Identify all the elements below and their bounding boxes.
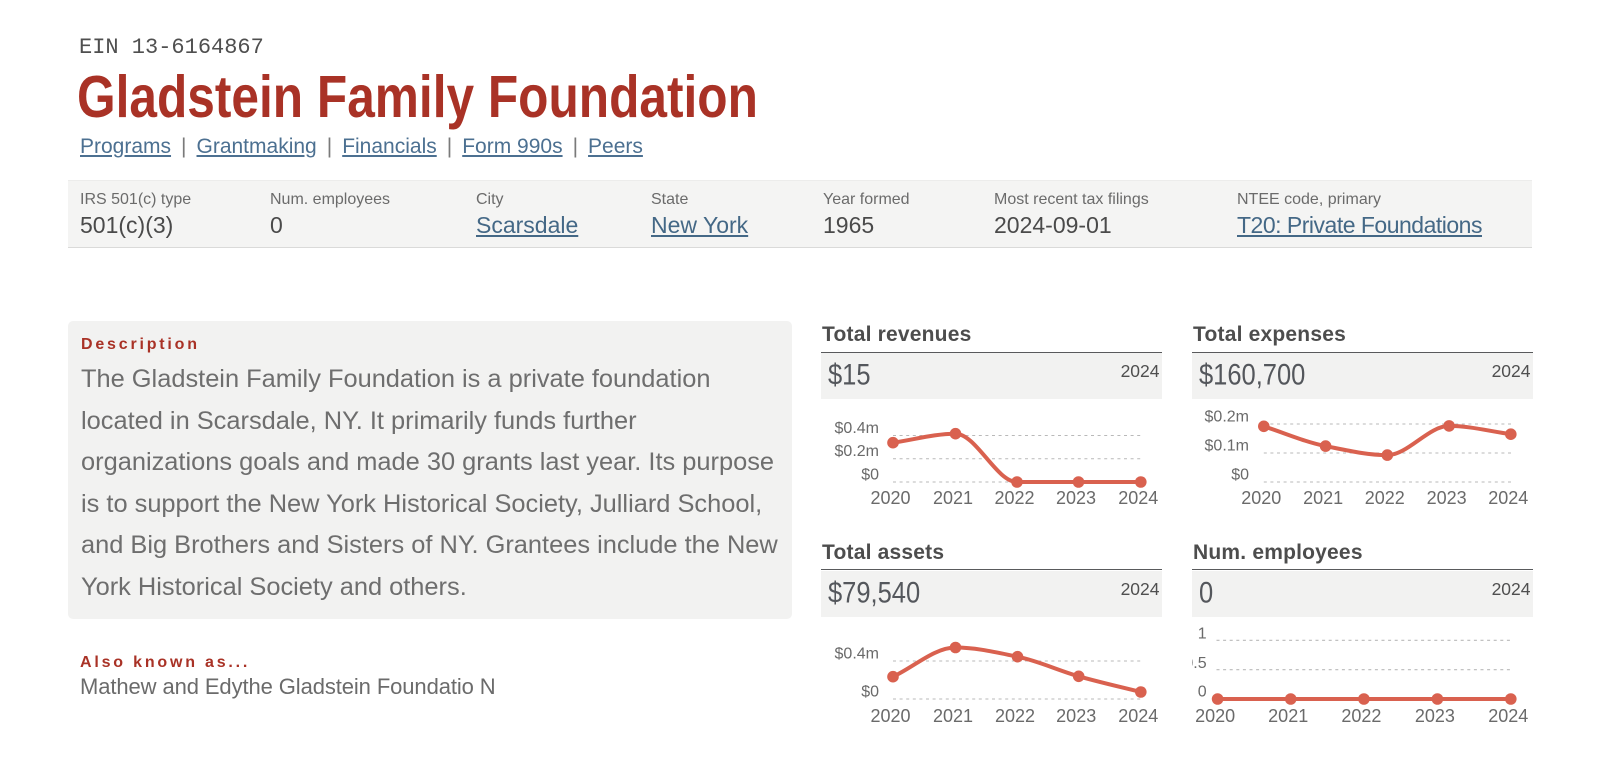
svg-text:2022: 2022 [994, 488, 1034, 508]
svg-text:$0.2m: $0.2m [835, 443, 879, 460]
svg-text:2023: 2023 [1056, 488, 1096, 508]
svg-text:2021: 2021 [933, 706, 973, 726]
svg-text:2020: 2020 [870, 488, 910, 508]
svg-text:2023: 2023 [1415, 706, 1455, 726]
svg-text:2024: 2024 [1118, 706, 1158, 726]
svg-text:$0.1m: $0.1m [1205, 438, 1249, 455]
svg-text:2021: 2021 [1268, 706, 1308, 726]
svg-text:$0: $0 [861, 467, 879, 484]
svg-text:$0.4m: $0.4m [835, 420, 879, 437]
svg-text:2024: 2024 [1488, 706, 1528, 726]
svg-text:1: 1 [1198, 626, 1207, 643]
svg-text:$0: $0 [1231, 467, 1249, 484]
svg-text:2022: 2022 [1365, 488, 1405, 508]
svg-text:2022: 2022 [1341, 706, 1381, 726]
svg-text:2020: 2020 [870, 706, 910, 726]
svg-text:2024: 2024 [1118, 488, 1158, 508]
svg-text:$0.4m: $0.4m [835, 646, 879, 663]
svg-text:2021: 2021 [933, 488, 973, 508]
svg-text:2022: 2022 [995, 706, 1035, 726]
svg-text:$0.2m: $0.2m [1205, 409, 1249, 426]
svg-text:2023: 2023 [1056, 706, 1096, 726]
svg-text:2021: 2021 [1303, 488, 1343, 508]
svg-text:2020: 2020 [1195, 706, 1235, 726]
svg-text:2024: 2024 [1488, 488, 1528, 508]
svg-text:2023: 2023 [1427, 488, 1467, 508]
svg-text:0: 0 [1198, 684, 1207, 701]
svg-text:2020: 2020 [1241, 488, 1281, 508]
svg-text:$0: $0 [861, 684, 879, 701]
svg-text:0.5: 0.5 [1184, 655, 1206, 672]
